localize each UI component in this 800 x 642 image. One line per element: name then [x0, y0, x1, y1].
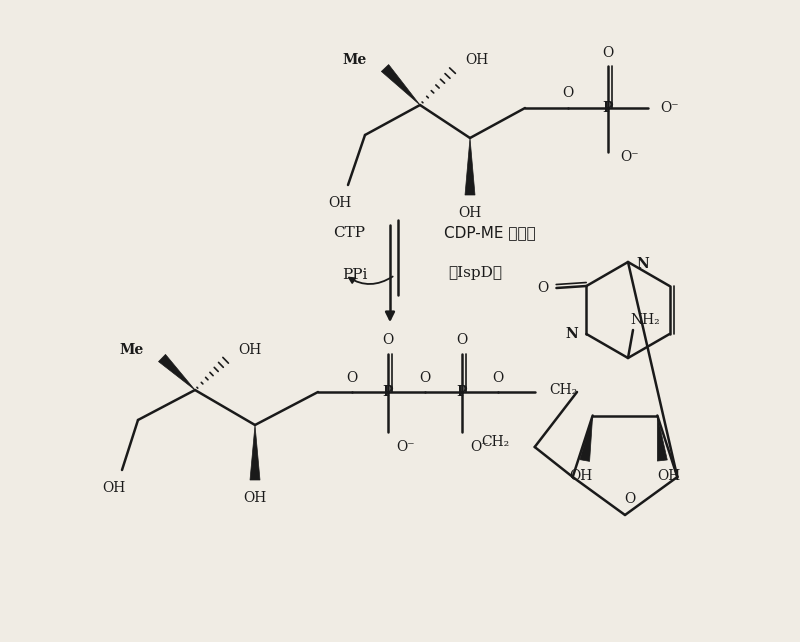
Text: Me: Me [120, 343, 144, 357]
Text: N: N [565, 327, 578, 341]
Text: CH₂: CH₂ [549, 383, 577, 397]
Text: O: O [602, 46, 614, 60]
Text: O: O [346, 371, 358, 385]
Text: OH: OH [328, 196, 352, 210]
Text: OH: OH [102, 481, 126, 495]
Text: O: O [562, 86, 574, 100]
Text: O⁻: O⁻ [470, 440, 490, 454]
Polygon shape [158, 354, 195, 390]
Text: OH: OH [658, 469, 681, 483]
Text: O: O [419, 371, 430, 385]
Polygon shape [658, 415, 667, 461]
Text: OH: OH [238, 343, 262, 357]
Text: OH: OH [569, 469, 592, 483]
Text: O: O [537, 281, 548, 295]
Text: O⁻: O⁻ [621, 150, 639, 164]
Text: O: O [456, 333, 468, 347]
Text: P: P [602, 101, 614, 115]
Text: O⁻: O⁻ [397, 440, 415, 454]
Text: OH: OH [243, 491, 266, 505]
Text: CDP-ME 合成酶: CDP-ME 合成酶 [444, 225, 536, 241]
Text: CH₂: CH₂ [482, 435, 510, 449]
Text: P: P [457, 385, 467, 399]
Text: P: P [382, 385, 394, 399]
Text: PPi: PPi [342, 268, 368, 282]
Text: N: N [637, 257, 650, 271]
Text: OH: OH [458, 206, 482, 220]
Text: CTP: CTP [333, 226, 365, 240]
Polygon shape [250, 425, 260, 480]
Polygon shape [465, 138, 475, 195]
Polygon shape [382, 65, 420, 105]
Text: O: O [624, 492, 636, 506]
Text: NH₂: NH₂ [630, 313, 660, 327]
Polygon shape [580, 415, 593, 462]
Text: O: O [492, 371, 504, 385]
FancyArrowPatch shape [349, 277, 393, 284]
Text: （IspD）: （IspD） [448, 266, 502, 280]
Text: OH: OH [466, 53, 489, 67]
Text: Me: Me [342, 53, 367, 67]
Text: O⁻: O⁻ [661, 101, 679, 115]
Text: O: O [382, 333, 394, 347]
